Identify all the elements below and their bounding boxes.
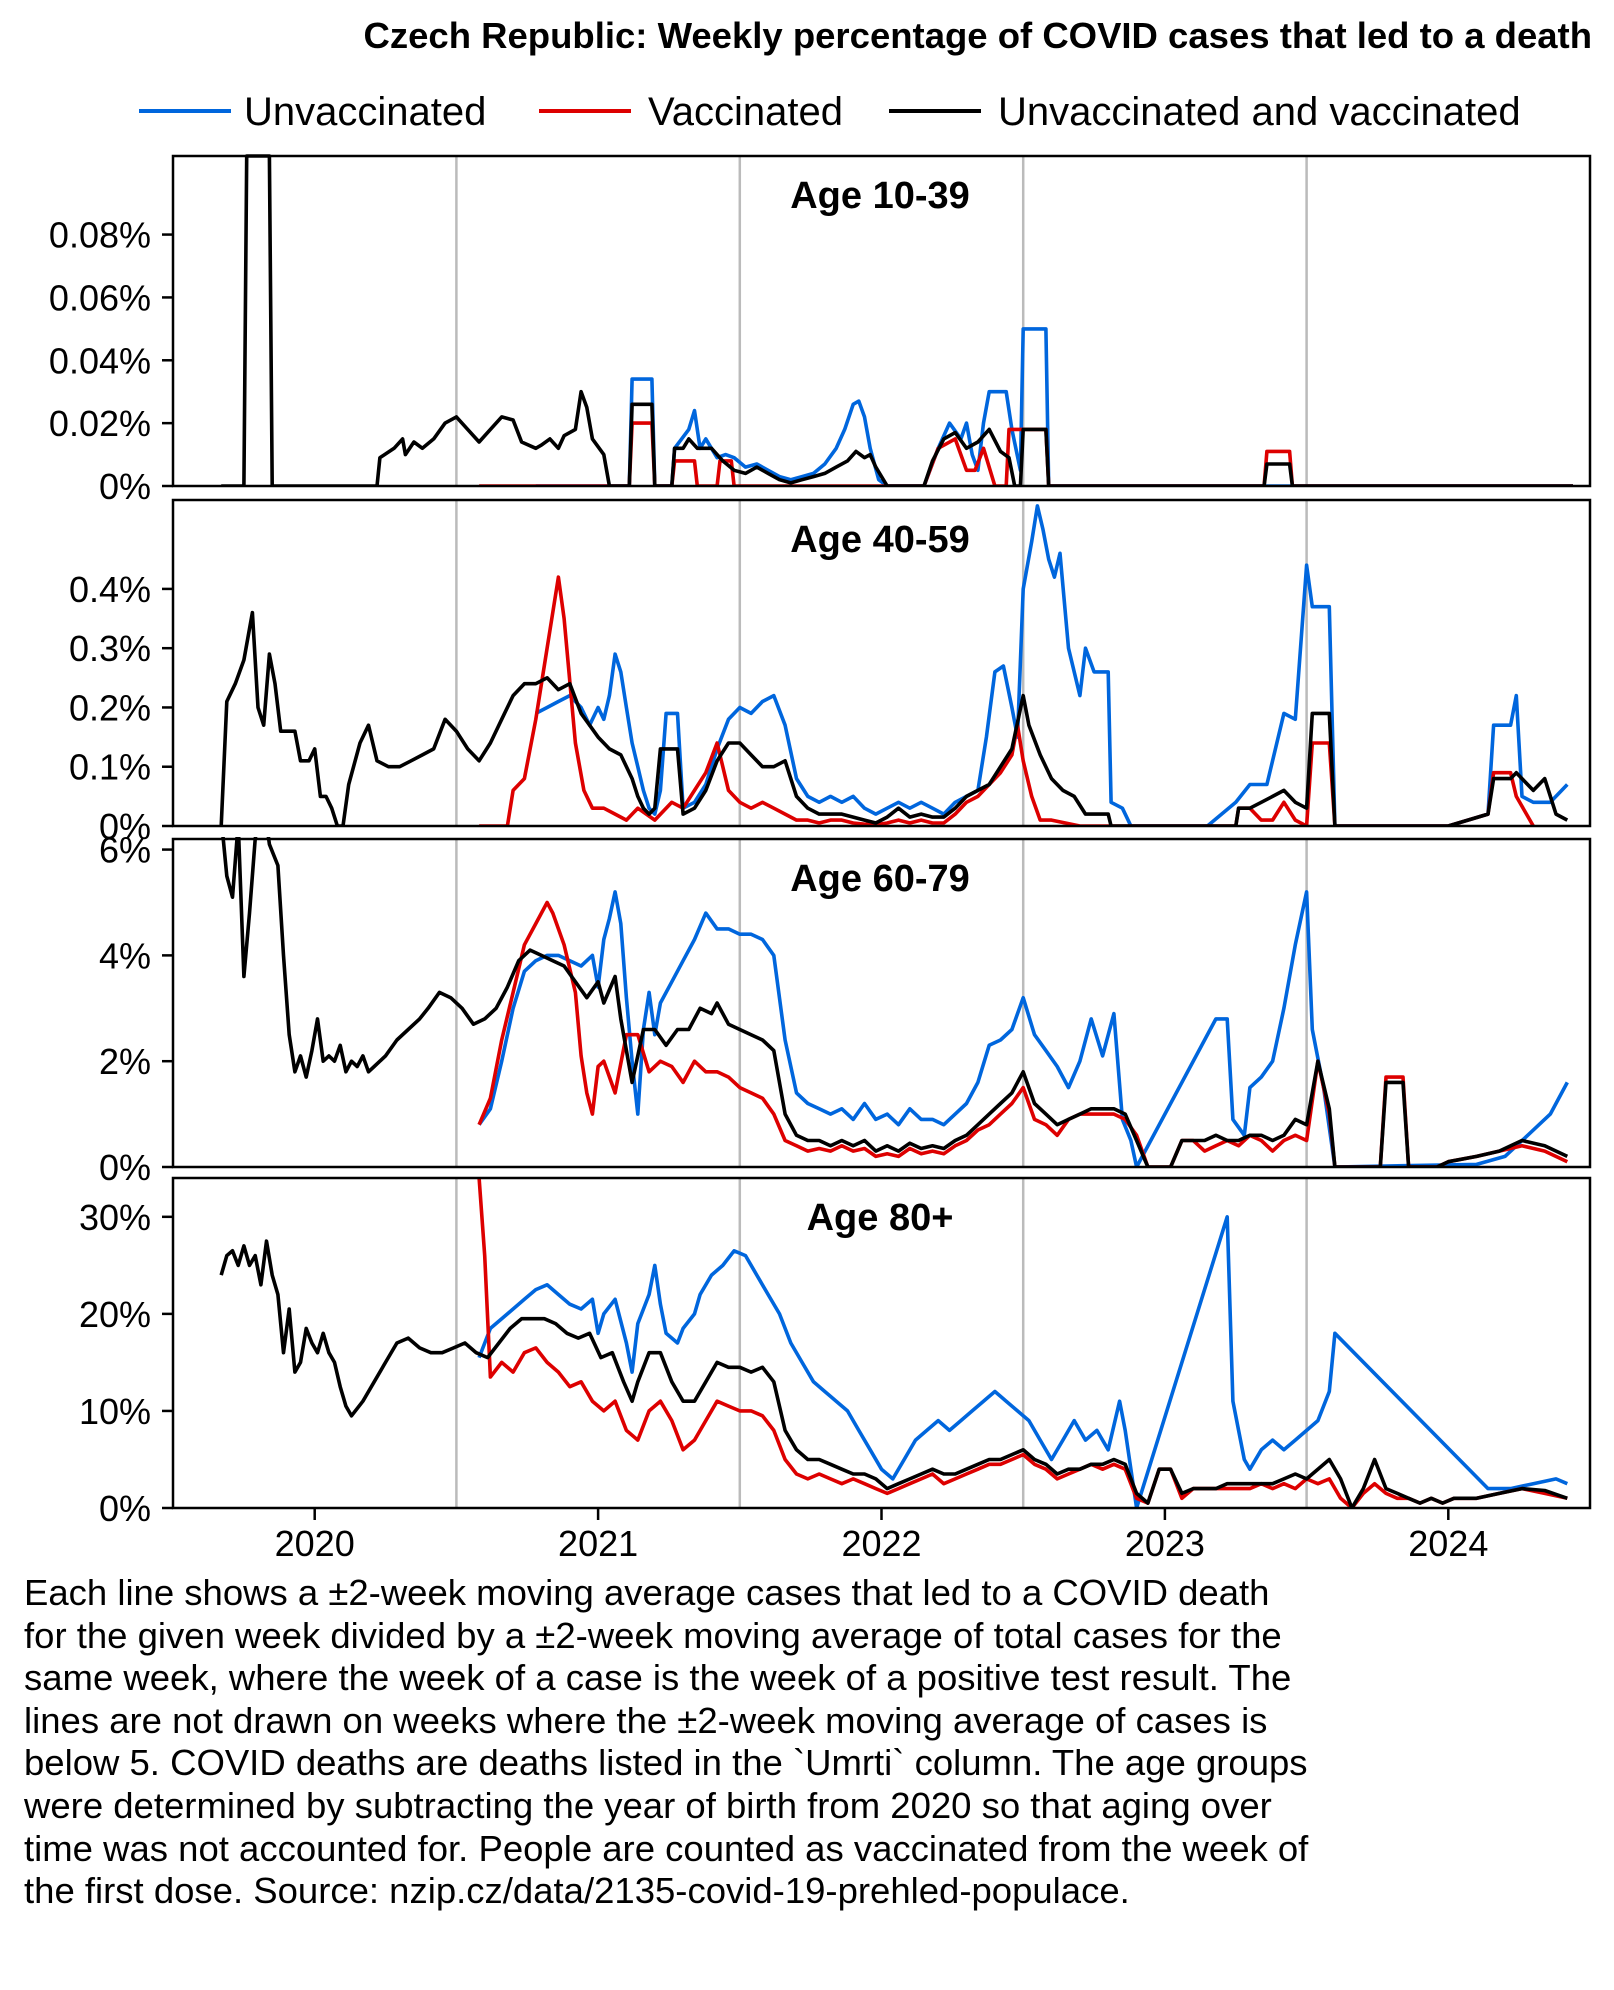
y-tick-label: 0% [99, 806, 151, 847]
caption-line: below 5. COVID deaths are deaths listed … [24, 1742, 1308, 1784]
y-tick-label: 20% [79, 1294, 151, 1335]
y-tick-label: 0.06% [49, 277, 151, 318]
panel-title: Age 80+ [807, 1197, 954, 1239]
y-tick-label: 10% [79, 1391, 151, 1432]
series-line-unvaccinated [477, 1215, 1569, 1508]
panel: Age 60-79 0% 2% 4% 6% [99, 830, 1592, 1188]
y-tick-label: 0% [99, 466, 151, 507]
caption-line: Each line shows a ±2-week moving average… [24, 1572, 1270, 1613]
y-tick-label: 0.2% [69, 687, 151, 728]
legend-label: Unvaccinated and vaccinated [998, 90, 1521, 134]
panel-title: Age 60-79 [790, 858, 970, 900]
legend-label: Vaccinated [648, 90, 843, 134]
series-line-unvaccinated [535, 327, 1573, 486]
series-line-vaccinated [477, 900, 1569, 1167]
panel-frame [171, 498, 1592, 828]
y-tick-label: 0.3% [69, 628, 151, 669]
x-axis: 2020 2021 2022 2023 2024 [275, 1508, 1488, 1564]
caption: Each line shows a ±2-week moving average… [24, 1572, 1604, 1913]
panel-frame [171, 154, 1592, 488]
caption-line: the first dose. Source: nzip.cz/data/213… [24, 1870, 1130, 1912]
y-tick-label: 0% [99, 1147, 151, 1188]
y-tick-label: 0.1% [69, 747, 151, 788]
x-tick-label: 2020 [275, 1523, 355, 1564]
panel: Age 80+ 0% 10% 20% 30% [79, 1176, 1592, 1529]
covid-case-fatality-chart: Czech Republic: Weekly percentage of COV… [49, 15, 1593, 1564]
x-tick-label: 2024 [1408, 1523, 1488, 1564]
legend-entry: Unvaccinated and vaccinated [889, 90, 1521, 134]
series-line-unvaccinated [534, 504, 1569, 826]
panel: Age 40-59 0% 0.1% 0.2% 0.3% 0.4% [69, 498, 1592, 847]
series-line-vaccinated [477, 1177, 1568, 1508]
panel: Age 10-39 0% 0.02% 0.04% 0.06% 0.08% [49, 154, 1592, 507]
caption-line: were determined by subtracting the year … [24, 1784, 1272, 1826]
chart-title: Czech Republic: Weekly percentage of COV… [364, 15, 1593, 56]
legend-label: Unvaccinated [244, 90, 486, 134]
panel-frame [171, 837, 1592, 1169]
y-tick-label: 0.02% [49, 403, 151, 444]
legend-entry: Unvaccinated [139, 90, 486, 134]
y-tick-label: 6% [99, 830, 151, 871]
series-line-vaccinated [479, 421, 1573, 486]
y-tick-label: 30% [79, 1197, 151, 1238]
y-tick-label: 0.4% [69, 569, 151, 610]
series-line-unvaccinated-and-vaccinated [221, 154, 1573, 486]
y-tick-label: 0.08% [49, 215, 151, 256]
caption-line: lines are not drawn on weeks where the ±… [24, 1699, 1268, 1741]
y-tick-label: 4% [99, 935, 151, 976]
panel-title: Age 40-59 [790, 519, 970, 561]
y-tick-label: 0.04% [49, 340, 151, 381]
caption-line: time was not accounted for. People are c… [24, 1827, 1309, 1869]
series-line-unvaccinated-and-vaccinated [219, 1239, 1568, 1508]
chart-panels: Age 10-39 0% 0.02% 0.04% 0.06% 0.08% Age 40-59… [49, 154, 1592, 1529]
x-tick-label: 2022 [841, 1523, 921, 1564]
y-tick-label: 0% [99, 1488, 151, 1529]
series-line-unvaccinated-and-vaccinated [219, 610, 1569, 826]
legend-entry: Vaccinated [539, 90, 843, 134]
y-tick-label: 2% [99, 1041, 151, 1082]
x-tick-label: 2023 [1125, 1523, 1205, 1564]
series-line-unvaccinated-and-vaccinated [221, 837, 1569, 1167]
caption-line: same week, where the week of a case is t… [24, 1657, 1292, 1699]
series-line-unvaccinated [477, 890, 1569, 1167]
series-line-vaccinated [479, 575, 1535, 826]
legend: Unvaccinated Vaccinated Unvaccinated and v… [139, 90, 1521, 134]
caption-line: for the given week divided by a ±2-week … [24, 1614, 1282, 1656]
x-tick-label: 2021 [558, 1523, 638, 1564]
panel-title: Age 10-39 [790, 175, 970, 217]
